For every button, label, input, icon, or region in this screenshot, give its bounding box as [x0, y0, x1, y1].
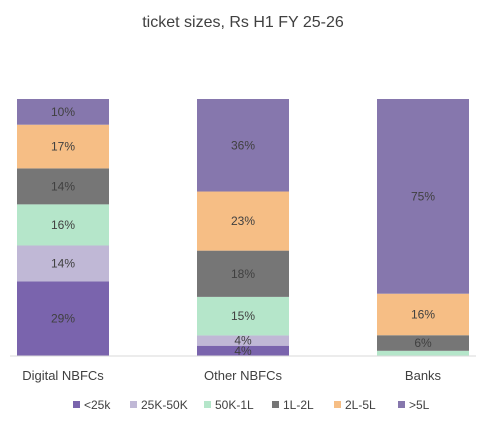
- category-label: Banks: [405, 368, 442, 383]
- category-label: Digital NBFCs: [22, 368, 104, 383]
- data-label: 29%: [51, 312, 75, 326]
- legend-label: <25k: [84, 398, 111, 412]
- bar-segment-1-5: [17, 124, 109, 169]
- data-label: 14%: [51, 179, 75, 193]
- category-labels: Digital NBFCs Other NBFCs Banks: [22, 368, 441, 383]
- legend-label: 25K-50K: [141, 398, 188, 412]
- bar-segment-3-5: [377, 293, 469, 336]
- data-label: 10%: [51, 105, 75, 119]
- chart-title: ticket sizes, Rs H1 FY 25-26: [142, 14, 344, 31]
- bar-segment-1-2: [17, 245, 109, 282]
- legend-swatch: [73, 401, 80, 408]
- legend: <25k 25K-50K 50K-1L 1L-2L 2L-5L >5L: [73, 398, 430, 412]
- data-label: 18%: [231, 267, 255, 281]
- legend-swatch: [272, 401, 279, 408]
- legend-swatch: [130, 401, 137, 408]
- data-label: 14%: [51, 256, 75, 270]
- legend-label: 1L-2L: [283, 398, 314, 412]
- bars-group: 29% 14% 16% 14% 17% 10% 4%4% 15% 18% 23% 36% 6% 16% 7…: [17, 99, 469, 358]
- legend-label: 50K-1L: [215, 398, 254, 412]
- category-label: Other NBFCs: [204, 368, 283, 383]
- bar-segment-2-2: [197, 335, 289, 346]
- bar-segment-3-3: [377, 350, 469, 356]
- legend-swatch: [204, 401, 211, 408]
- bar-segment-3-6: [377, 99, 469, 294]
- data-label: 16%: [51, 218, 75, 232]
- data-label: 4%: [234, 344, 252, 358]
- data-label: 6%: [414, 336, 432, 350]
- data-label: 15%: [231, 309, 255, 323]
- data-label: 23%: [231, 214, 255, 228]
- legend-label: >5L: [409, 398, 430, 412]
- bar-segment-1-1: [17, 281, 109, 356]
- bar-segment-2-6: [197, 99, 289, 192]
- data-label: 36%: [231, 138, 255, 152]
- bar-segment-3-4: [377, 335, 469, 351]
- data-label: 16%: [411, 307, 435, 321]
- data-label: 4%: [234, 334, 252, 348]
- bar-segment-2-3: [197, 296, 289, 336]
- bar-segment-1-3: [17, 204, 109, 246]
- bar-segment-2-1: [197, 345, 289, 356]
- legend-swatch: [334, 401, 341, 408]
- bar-segment-2-4: [197, 250, 289, 297]
- bar-segment-2-5: [197, 191, 289, 251]
- bar-segment-1-4: [17, 168, 109, 205]
- legend-label: 2L-5L: [345, 398, 376, 412]
- data-label: 17%: [51, 140, 75, 154]
- data-label: 75%: [411, 189, 435, 203]
- bar-segment-1-6: [17, 99, 109, 125]
- legend-swatch: [398, 401, 405, 408]
